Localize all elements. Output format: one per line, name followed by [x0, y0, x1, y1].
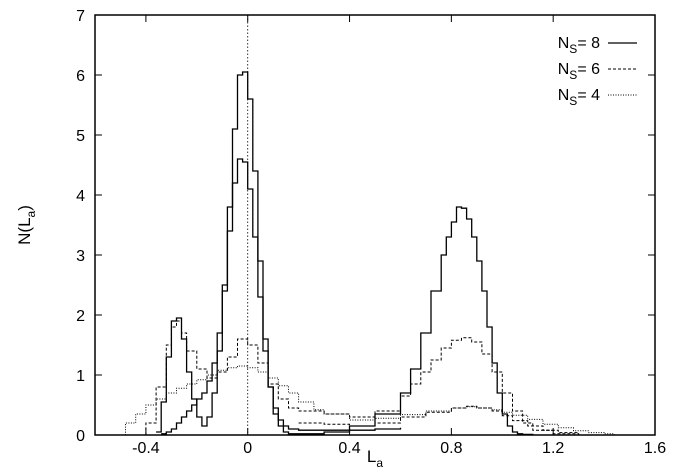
legend-label: NS= 4	[558, 87, 600, 108]
y-tick-label: 6	[76, 68, 85, 85]
series-line-3	[130, 320, 605, 436]
series-line-5	[298, 405, 580, 435]
series-layer	[115, 71, 615, 436]
legend: NS= 8 NS= 6 NS= 4	[558, 35, 637, 108]
x-axis-label-main: L	[367, 447, 376, 466]
y-tick-label: 1	[76, 368, 85, 385]
y-tick-label: 3	[76, 248, 85, 265]
y-tick-label: 0	[76, 428, 85, 445]
y-axis-label: N(La)	[15, 205, 38, 245]
x-axis-label-sub: a	[376, 456, 383, 470]
y-tick-label: 2	[76, 308, 85, 325]
ticks-layer: -0.4 0 0.4 0.8 1.2 1.6 0 1 2 3 4 5 6 7	[76, 8, 666, 457]
y-tick-label: 7	[76, 8, 85, 25]
y-axis-label-sub: a	[24, 210, 38, 217]
legend-label: NS= 6	[558, 61, 600, 82]
plot-frame	[94, 14, 656, 436]
y-tick-label: 5	[76, 128, 85, 145]
x-tick-label: 1.6	[644, 440, 666, 457]
y-axis-label-close: )	[15, 205, 34, 211]
x-tick-label: 1.2	[542, 440, 564, 457]
x-tick-label: 0.8	[440, 440, 462, 457]
legend-label: NS= 8	[558, 35, 600, 56]
y-axis-label-main: N(L	[15, 217, 34, 244]
series-line-2	[161, 158, 402, 435]
series-line-1	[156, 71, 534, 436]
x-axis-label: La	[367, 447, 383, 470]
y-tick-label: 4	[76, 188, 85, 205]
x-tick-label: 0	[243, 440, 252, 457]
x-tick-label: 0.4	[338, 440, 360, 457]
series-line-4	[115, 365, 615, 436]
x-tick-label: -0.4	[132, 440, 160, 457]
